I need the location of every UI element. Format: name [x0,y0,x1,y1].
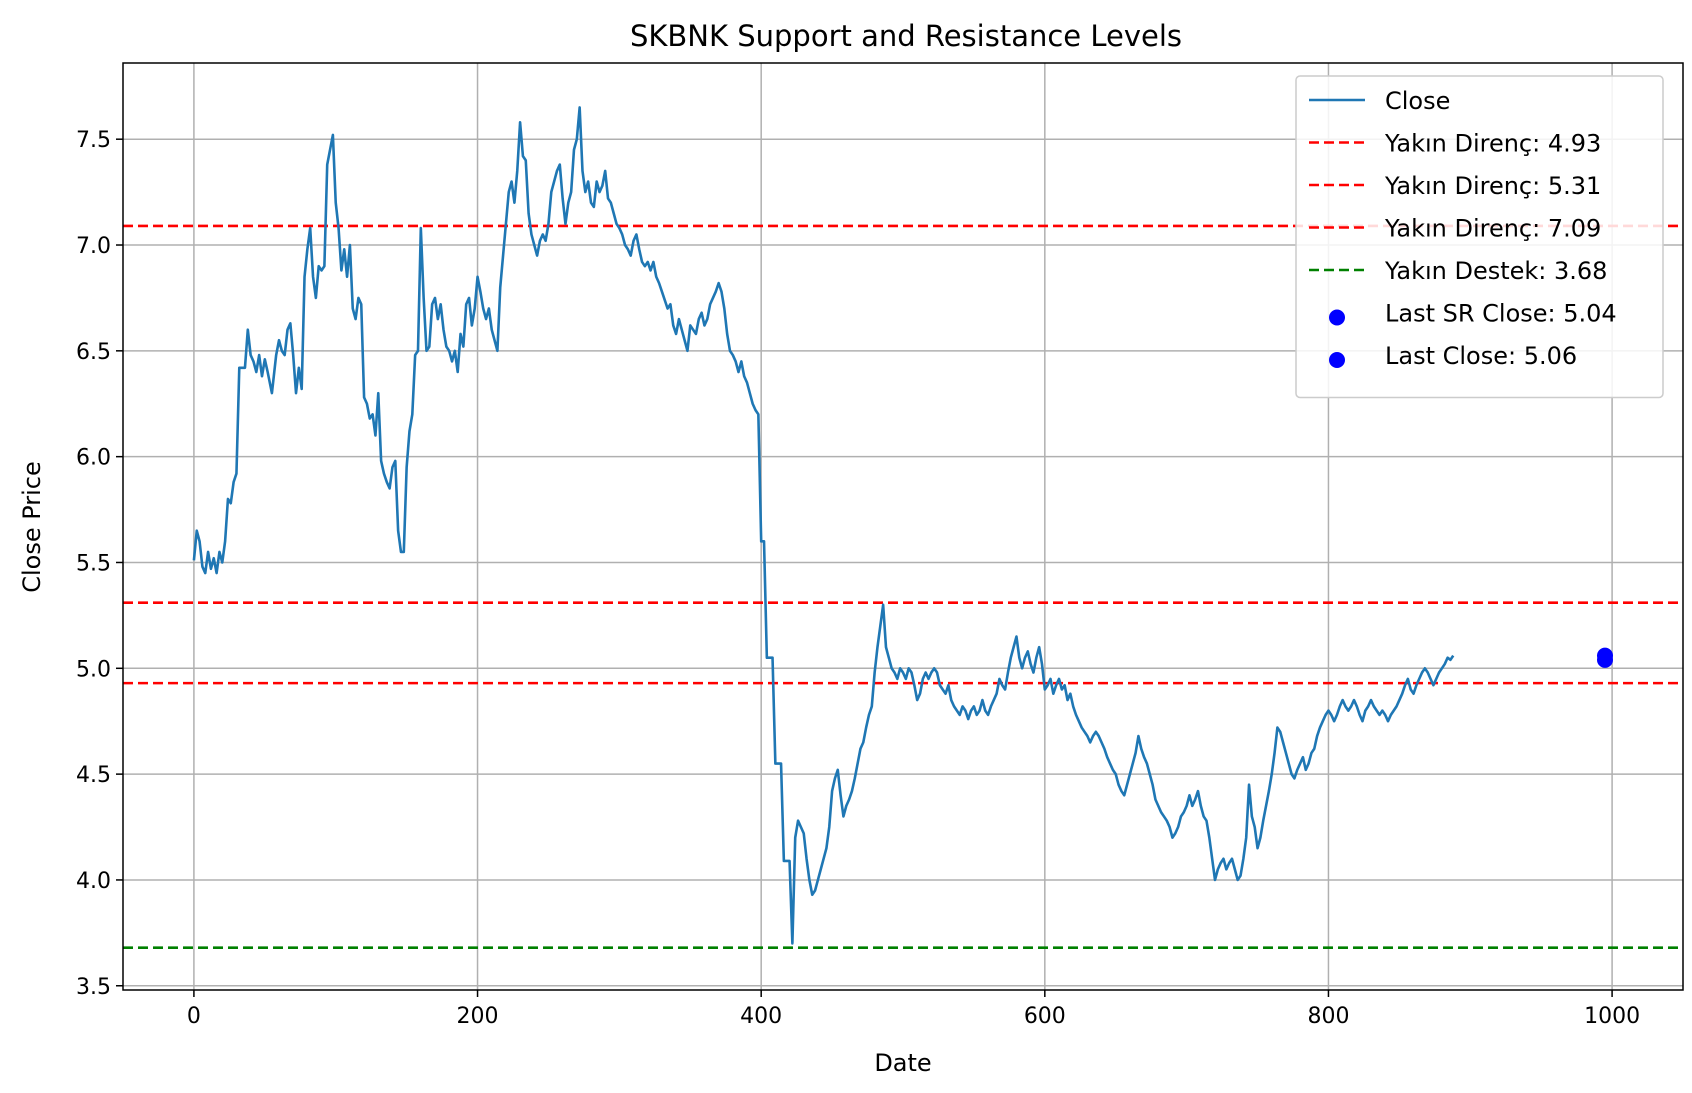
x-tick-label: 600 [1024,1004,1066,1029]
markers [1597,647,1613,668]
legend-label: Yakın Direnç: 4.93 [1384,130,1601,158]
series [192,106,1455,945]
legend-label: Yakın Direnç: 5.31 [1384,172,1601,200]
y-tick-label: 4.0 [76,869,111,894]
x-axis: 0 200 400 600 800 1000 [187,990,1640,1029]
plot-frame [122,62,1684,991]
last-close-marker [1597,647,1613,664]
y-tick-label: 7.5 [76,128,111,153]
legend-label: Last SR Close: 5.04 [1385,300,1617,328]
legend-label: Yakın Destek: 3.68 [1384,257,1607,285]
y-tick-label: 5.0 [76,657,111,682]
chart-title: SKBNK Support and Resistance Levels [630,19,1182,53]
y-tick-label: 3.5 [76,975,111,1000]
grid [123,63,1683,990]
legend-label: Close [1385,87,1450,115]
x-tick-label: 400 [740,1004,782,1029]
legend-label: Yakın Direnç: 7.09 [1384,215,1601,243]
y-axis: 3.5 4.0 4.5 5.0 5.5 6.0 6.5 7.0 7.5 [76,128,123,1000]
y-tick-label: 6.0 [76,446,111,471]
y-tick-label: 4.5 [76,763,111,788]
legend-label: Last Close: 5.06 [1385,342,1577,370]
x-tick-label: 1000 [1584,1004,1640,1029]
y-tick-label: 5.5 [76,551,111,576]
legend-marker-swatch [1329,352,1345,368]
x-tick-label: 200 [457,1004,499,1029]
x-tick-label: 0 [187,1004,201,1029]
x-tick-label: 800 [1307,1004,1349,1029]
legend-box [1295,75,1664,399]
y-tick-label: 7.0 [76,234,111,259]
y-tick-label: 6.5 [76,340,111,365]
legend: Close Yakın Direnç: 4.93 Yakın Direnç: 5.3… [1295,75,1664,399]
y-axis-label: Close Price [18,461,46,593]
close-price-line [192,106,1455,945]
legend-marker-swatch [1329,309,1345,326]
x-axis-label: Date [874,1049,931,1077]
